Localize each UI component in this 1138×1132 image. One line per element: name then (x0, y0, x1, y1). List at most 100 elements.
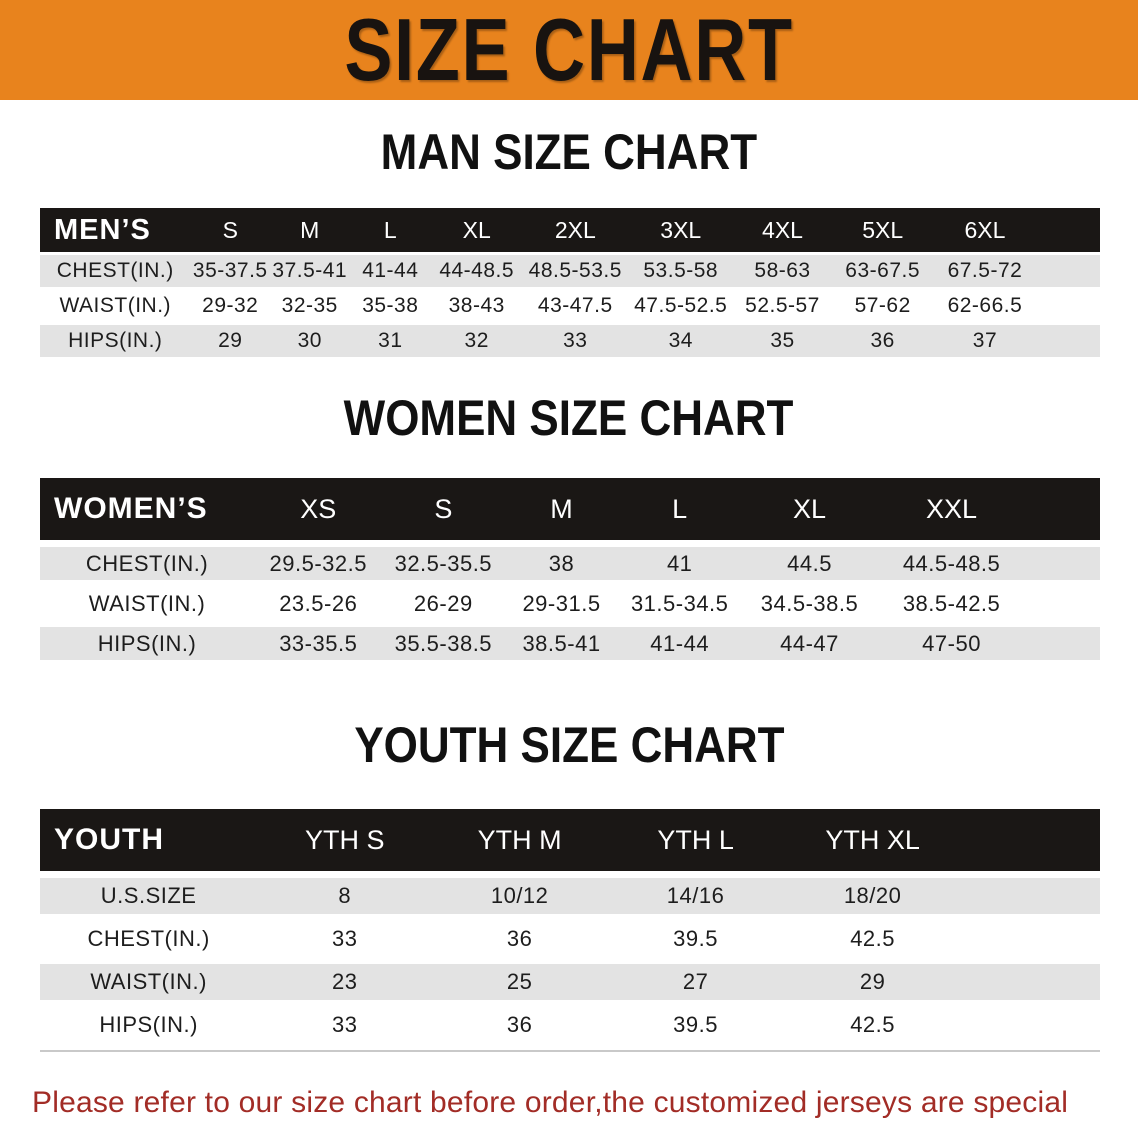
table-cell: 29-32 (190, 290, 271, 322)
spacer-cell (961, 1007, 1100, 1043)
row-label: CHEST(IN.) (40, 547, 255, 580)
spacer-cell (1036, 255, 1100, 287)
table-cell: 31.5-34.5 (618, 587, 741, 620)
column-header: YTH S (304, 824, 385, 855)
youth-table-header-row: YOUTH YTH S YTH M YTH L YTH XL (40, 809, 1100, 871)
disclaimer-line-1: Please refer to our size chart before or… (32, 1086, 1069, 1119)
column-header: XXL (926, 493, 978, 524)
women-section-title: WOMEN SIZE CHART (0, 392, 1138, 457)
table-cell: 36 (432, 921, 608, 957)
row-label: U.S.SIZE (40, 878, 258, 914)
women-section-title-text: WOMEN SIZE CHART (344, 390, 794, 446)
spacer-cell (1025, 478, 1100, 540)
table-cell: 30 (270, 325, 350, 357)
column-header: YTH M (477, 824, 562, 855)
men-table-corner-label: MEN’S (54, 213, 151, 246)
table-cell: 29-31.5 (504, 587, 619, 620)
table-cell: 38-43 (431, 290, 523, 322)
column-header: XL (462, 216, 491, 243)
column-header: M (300, 216, 320, 243)
men-section-title: MAN SIZE CHART (0, 126, 1138, 191)
column-header: S (222, 216, 238, 243)
spacer-cell (1024, 627, 1100, 660)
column-header: M (550, 493, 573, 524)
column-header: 6XL (964, 216, 1006, 243)
table-cell: 18/20 (784, 878, 962, 914)
table-cell: 44-48.5 (431, 255, 523, 287)
table-cell: 57-62 (831, 290, 934, 322)
disclaimer-note: Please refer to our size chart before or… (0, 1080, 1138, 1132)
table-row: U.S.SIZE 8 10/12 14/16 18/20 (40, 878, 1100, 914)
table-cell: 23 (257, 964, 433, 1000)
table-cell: 48.5-53.5 (522, 255, 629, 287)
table-row: CHEST(IN.) 35-37.5 37.5-41 41-44 44-48.5… (40, 255, 1100, 287)
table-cell: 33 (257, 921, 433, 957)
table-cell: 35-37.5 (190, 255, 271, 287)
table-cell: 34 (628, 325, 734, 357)
table-cell: 67.5-72 (933, 255, 1037, 287)
spacer-cell (961, 964, 1100, 1000)
table-cell: 53.5-58 (628, 255, 734, 287)
table-row: HIPS(IN.) 33 36 39.5 42.5 (40, 1007, 1100, 1043)
row-label: HIPS(IN.) (40, 325, 191, 357)
table-cell: 32-35 (270, 290, 350, 322)
table-cell: 35 (733, 325, 832, 357)
table-cell: 29 (190, 325, 271, 357)
table-cell: 14/16 (607, 878, 785, 914)
table-cell: 41 (618, 547, 741, 580)
spacer-cell (961, 921, 1100, 957)
men-section-title-text: MAN SIZE CHART (380, 124, 758, 180)
table-cell: 43-47.5 (522, 290, 629, 322)
column-header: XS (300, 493, 337, 524)
table-cell: 26-29 (382, 587, 505, 620)
spacer-cell (1036, 208, 1100, 252)
column-header: YTH XL (825, 824, 920, 855)
row-label: CHEST(IN.) (40, 921, 258, 957)
column-header: L (672, 493, 688, 524)
women-table-header-row: WOMEN’S XS S M L XL XXL (40, 478, 1100, 540)
row-label: WAIST(IN.) (40, 587, 255, 620)
row-label: HIPS(IN.) (40, 627, 255, 660)
table-cell: 42.5 (784, 921, 962, 957)
table-cell: 35.5-38.5 (382, 627, 505, 660)
table-cell: 37 (933, 325, 1037, 357)
table-cell: 33 (522, 325, 629, 357)
table-cell: 23.5-26 (254, 587, 383, 620)
table-cell: 25 (432, 964, 608, 1000)
spacer-cell (961, 809, 1100, 871)
table-row: HIPS(IN.) 33-35.5 35.5-38.5 38.5-41 41-4… (40, 627, 1100, 660)
table-row: WAIST(IN.) 29-32 32-35 35-38 38-43 43-47… (40, 290, 1100, 322)
table-cell: 37.5-41 (270, 255, 350, 287)
table-cell: 29 (784, 964, 962, 1000)
table-cell: 41-44 (349, 255, 432, 287)
youth-section-title: YOUTH SIZE CHART (0, 719, 1138, 784)
row-label: HIPS(IN.) (40, 1007, 258, 1043)
table-cell: 38 (504, 547, 619, 580)
table-cell: 39.5 (607, 921, 785, 957)
spacer-cell (1036, 325, 1100, 357)
table-cell: 47.5-52.5 (628, 290, 734, 322)
table-bottom-divider (40, 1050, 1100, 1052)
row-label: WAIST(IN.) (40, 964, 258, 1000)
row-label: CHEST(IN.) (40, 255, 191, 287)
table-cell: 32.5-35.5 (382, 547, 505, 580)
column-header: 3XL (660, 216, 702, 243)
table-cell: 29.5-32.5 (254, 547, 383, 580)
table-cell: 41-44 (618, 627, 741, 660)
women-table-corner-label: WOMEN’S (54, 492, 208, 525)
table-cell: 34.5-38.5 (740, 587, 879, 620)
column-header: L (383, 216, 397, 243)
table-cell: 62-66.5 (933, 290, 1037, 322)
spacer-cell (1036, 290, 1100, 322)
table-cell: 44.5 (740, 547, 879, 580)
table-row: CHEST(IN.) 33 36 39.5 42.5 (40, 921, 1100, 957)
table-cell: 39.5 (607, 1007, 785, 1043)
table-cell: 38.5-41 (504, 627, 619, 660)
row-label: WAIST(IN.) (40, 290, 191, 322)
column-header: YTH L (657, 824, 734, 855)
table-cell: 35-38 (349, 290, 432, 322)
table-cell: 10/12 (432, 878, 608, 914)
table-cell: 8 (257, 878, 433, 914)
table-cell: 63-67.5 (831, 255, 934, 287)
column-header: 2XL (554, 216, 596, 243)
